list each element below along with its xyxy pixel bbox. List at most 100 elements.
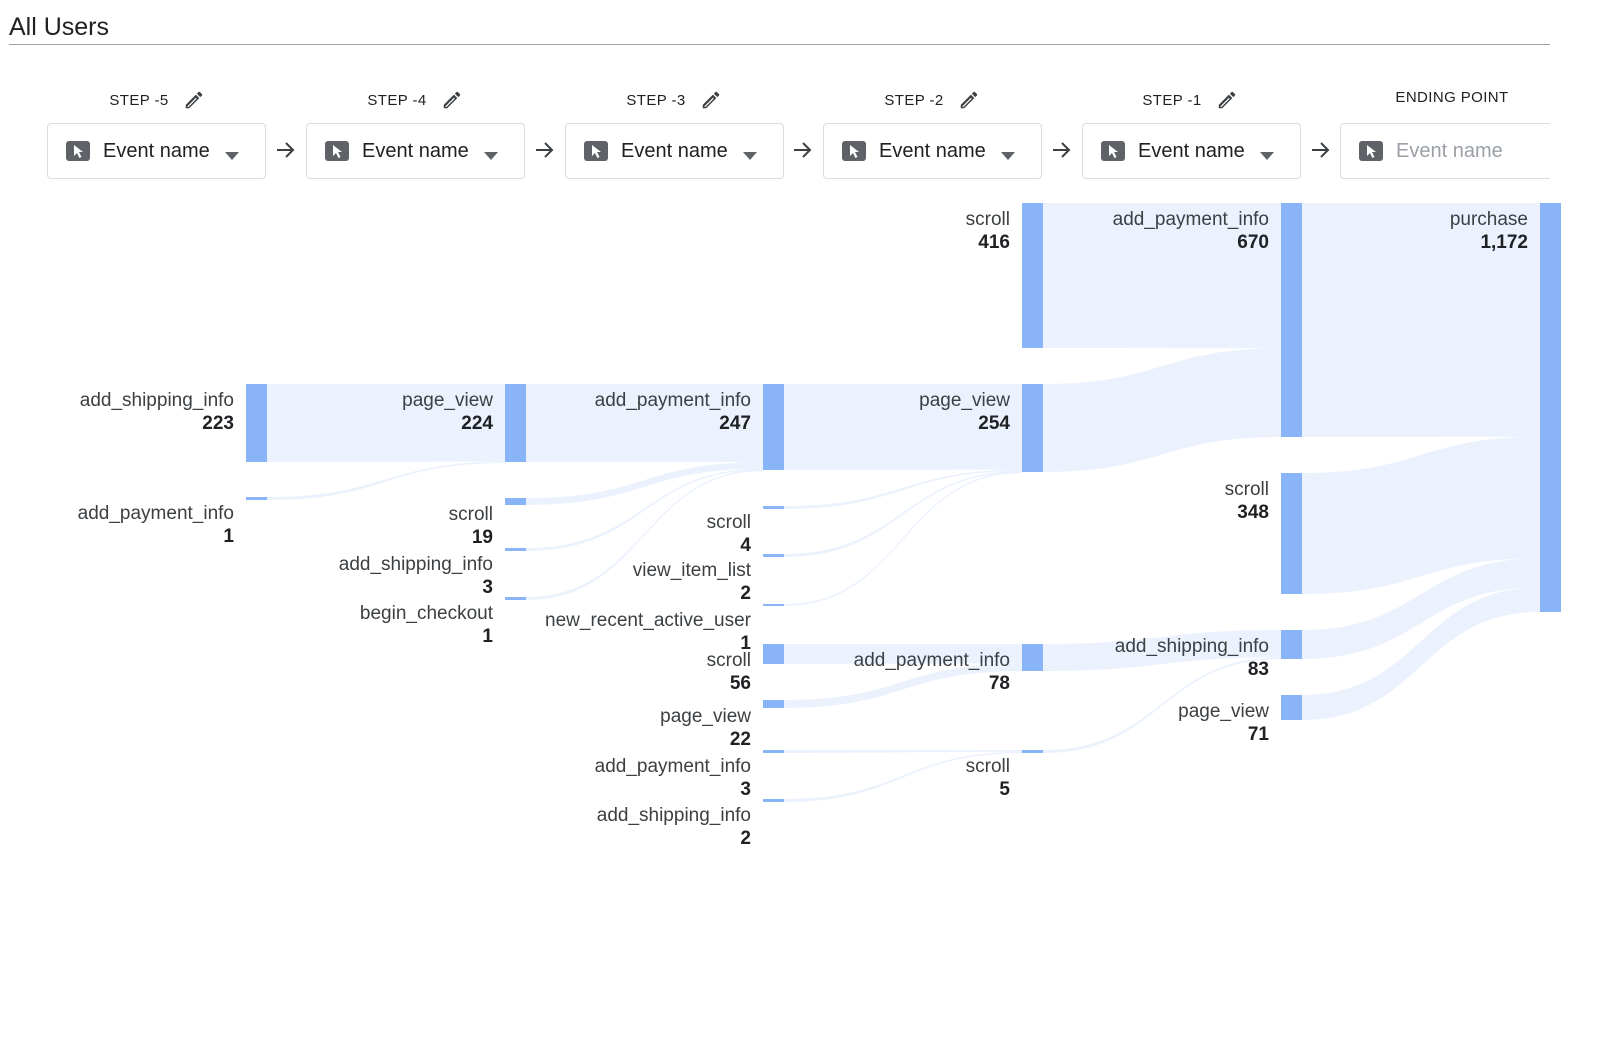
flow-node-bar[interactable]	[1022, 750, 1043, 753]
dropdown-value: Event name	[621, 139, 728, 162]
cursor-pointer-icon	[324, 140, 350, 162]
arrow-right-icon	[1051, 140, 1073, 160]
dropdown-value: Event name	[362, 139, 469, 162]
flow-nodes: add_shipping_info223add_payment_info1pag…	[78, 203, 1561, 849]
step-label-6: ENDING POINT	[1362, 89, 1542, 106]
flow-node-name: page_view	[660, 706, 751, 727]
flow-link[interactable]	[1302, 436, 1540, 594]
flow-node-name: scroll	[966, 756, 1010, 777]
step-label-text: STEP -3	[626, 91, 686, 109]
flow-link[interactable]	[1302, 587, 1540, 720]
flow-node-bar[interactable]	[763, 700, 784, 708]
flow-node-bar[interactable]	[505, 498, 526, 505]
flow-link[interactable]	[1302, 203, 1540, 437]
flow-node-bar[interactable]	[246, 497, 267, 500]
flow-link[interactable]	[267, 384, 505, 462]
flow-node-name: add_payment_info	[78, 503, 234, 524]
flow-link[interactable]	[1043, 657, 1281, 753]
flow-node-count: 223	[202, 413, 234, 434]
event-name-dropdown-3[interactable]: Event name	[565, 123, 784, 179]
caret-down-icon	[1260, 147, 1274, 160]
event-name-dropdown-6[interactable]: Event name	[1340, 123, 1550, 179]
step-label-text: STEP -4	[367, 91, 427, 109]
flow-link[interactable]	[526, 461, 763, 505]
flow-node-name: begin_checkout	[360, 603, 494, 624]
flow-node-bar[interactable]	[246, 384, 267, 462]
flow-link[interactable]	[784, 469, 1022, 509]
event-name-dropdown-2[interactable]: Event name	[306, 123, 525, 179]
flow-node-count: 71	[1248, 724, 1270, 745]
flow-link[interactable]	[526, 384, 763, 462]
step-label-1: STEP -5	[67, 89, 247, 111]
flow-node-name: scroll	[449, 504, 493, 525]
flow-node-bar[interactable]	[1022, 384, 1043, 472]
pencil-icon[interactable]	[183, 89, 205, 111]
flow-node-bar[interactable]	[763, 554, 784, 557]
flow-link[interactable]	[267, 461, 505, 500]
flow-link[interactable]	[784, 751, 1022, 802]
flow-link[interactable]	[784, 644, 1022, 664]
flow-node-count: 3	[740, 779, 751, 800]
flow-node-count: 254	[978, 413, 1010, 434]
flow-node-bar[interactable]	[505, 548, 526, 551]
step-label-5: STEP -1	[1100, 89, 1280, 111]
flow-node-count: 416	[978, 232, 1010, 253]
event-name-dropdown-5[interactable]: Event name	[1082, 123, 1301, 179]
flow-link[interactable]	[1302, 558, 1540, 659]
flow-node-name: purchase	[1450, 209, 1528, 230]
event-name-dropdown-4[interactable]: Event name	[823, 123, 1042, 179]
flow-node-name: add_shipping_info	[597, 805, 751, 826]
flow-link[interactable]	[784, 470, 1022, 557]
flow-node-bar[interactable]	[1540, 203, 1561, 612]
flow-node-name: add_shipping_info	[80, 390, 234, 411]
event-name-dropdown-1[interactable]: Event name	[47, 123, 266, 179]
flow-node-bar[interactable]	[1022, 203, 1043, 348]
flow-node-bar[interactable]	[1281, 695, 1302, 720]
caret-down-icon	[1001, 147, 1015, 160]
flow-node-name: page_view	[919, 390, 1010, 411]
flow-node-count: 348	[1237, 502, 1269, 523]
step-label-text: ENDING POINT	[1395, 89, 1509, 106]
caret-down-icon	[743, 147, 757, 160]
flow-node-bar[interactable]	[505, 597, 526, 600]
pencil-icon[interactable]	[958, 89, 980, 111]
flow-node-bar[interactable]	[763, 799, 784, 802]
flow-node-bar[interactable]	[763, 644, 784, 664]
pencil-icon[interactable]	[700, 89, 722, 111]
flow-node-bar[interactable]	[1281, 473, 1302, 594]
flow-link[interactable]	[1043, 203, 1281, 349]
arrow-right-icon	[792, 140, 814, 160]
step-label-text: STEP -2	[884, 91, 944, 109]
flow-node-name: add_payment_info	[595, 390, 751, 411]
flow-node-count: 4	[740, 535, 751, 556]
flow-node-bar[interactable]	[763, 384, 784, 470]
flow-node-bar[interactable]	[1022, 644, 1043, 671]
pencil-icon[interactable]	[441, 89, 463, 111]
flow-link[interactable]	[1043, 630, 1281, 671]
flow-node-name: scroll	[707, 512, 751, 533]
step-label-4: STEP -2	[842, 89, 1022, 111]
flow-node-bar[interactable]	[763, 506, 784, 509]
flow-node-bar[interactable]	[505, 384, 526, 462]
step-label-2: STEP -4	[325, 89, 505, 111]
flow-node-name: view_item_list	[633, 560, 752, 581]
flow-node-name: add_shipping_info	[1115, 636, 1269, 657]
flow-link[interactable]	[784, 663, 1022, 708]
dropdown-value: Event name	[1138, 139, 1245, 162]
flow-link[interactable]	[526, 469, 763, 600]
flow-link[interactable]	[784, 750, 1022, 753]
flow-node-bar[interactable]	[1281, 630, 1302, 659]
flow-node-bar[interactable]	[763, 604, 784, 606]
dropdown-value: Event name	[103, 139, 210, 162]
segment-title: All Users	[9, 13, 110, 41]
flow-link[interactable]	[1043, 348, 1281, 472]
flow-link[interactable]	[526, 468, 763, 551]
step-label-3: STEP -3	[584, 89, 764, 111]
flow-link[interactable]	[784, 384, 1022, 470]
flow-node-bar[interactable]	[763, 750, 784, 753]
caret-down-icon	[225, 147, 239, 160]
flow-node-count: 247	[719, 413, 751, 434]
pencil-icon[interactable]	[1216, 89, 1238, 111]
flow-node-bar[interactable]	[1281, 203, 1302, 437]
flow-link[interactable]	[784, 471, 1022, 606]
